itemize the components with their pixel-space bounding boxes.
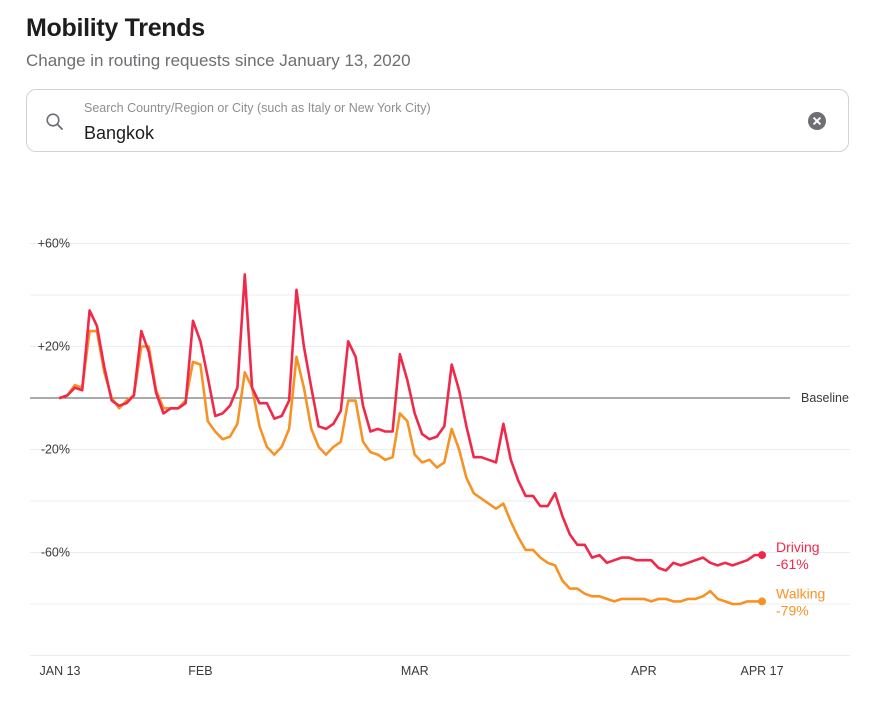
walking-end-dot — [758, 597, 767, 606]
walking-line — [58, 329, 764, 606]
y-tick-label: -60% — [41, 546, 70, 560]
x-tick-label: APR 17 — [741, 664, 784, 678]
driving-line — [58, 273, 764, 572]
driving-label: Driving — [776, 539, 820, 555]
clear-circle-icon[interactable] — [808, 112, 826, 130]
y-tick-label: +60% — [38, 237, 70, 251]
search-icon — [46, 113, 63, 130]
mobility-chart: +60% +20% -20% -60% JAN 13 FEB MAR APR APR 17 B… — [30, 237, 850, 678]
search-input[interactable] — [84, 123, 734, 144]
walking-value-label: -79% — [776, 602, 809, 618]
grid-lines — [30, 243, 850, 656]
driving-end-dot — [758, 551, 767, 560]
baseline-label: Baseline — [801, 391, 849, 405]
driving-value-label: -61% — [776, 556, 809, 572]
search-box[interactable]: Search Country/Region or City (such as I… — [26, 89, 849, 152]
series-lines: Walking-79% Driving-61% — [58, 273, 825, 618]
page-subtitle: Change in routing requests since January… — [26, 51, 411, 70]
walking-label: Walking — [776, 585, 825, 601]
page-title: Mobility Trends — [26, 14, 205, 42]
y-tick-label: -20% — [41, 443, 70, 457]
x-tick-label: FEB — [188, 664, 212, 678]
y-tick-label: +20% — [38, 340, 70, 354]
y-axis-labels: +60% +20% -20% -60% — [38, 237, 70, 560]
x-tick-label: MAR — [401, 664, 429, 678]
x-tick-label: JAN 13 — [40, 664, 81, 678]
x-axis-labels: JAN 13 FEB MAR APR APR 17 — [40, 664, 784, 678]
search-label: Search Country/Region or City (such as I… — [84, 101, 431, 115]
x-tick-label: APR — [631, 664, 657, 678]
